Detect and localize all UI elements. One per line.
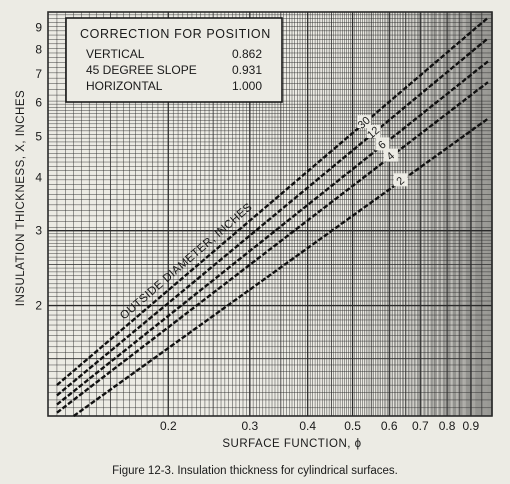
series-label-bg-2 [393, 173, 408, 187]
series-label-bg-4 [383, 148, 398, 162]
y-tick-label: 9 [35, 21, 42, 35]
x-tick-label: 0.4 [299, 419, 316, 433]
x-tick-label: 0.7 [412, 419, 429, 433]
y-tick-label: 2 [35, 299, 42, 313]
series-label-bg-6 [375, 137, 390, 151]
y-tick-label: 6 [35, 96, 42, 110]
x-tick-label: 0.6 [381, 419, 398, 433]
correction-box-frame [65, 17, 283, 103]
correction-row-horizontal-value: 1.000 [232, 79, 262, 93]
correction-heading: CORRECTION FOR POSITION [80, 27, 271, 41]
correction-row-vertical-label: VERTICAL [86, 47, 145, 61]
curve-30 [56, 16, 489, 387]
correction-box: CORRECTION FOR POSITION VERTICAL 0.862 4… [65, 17, 283, 103]
x-tick-label: 0.2 [160, 419, 177, 433]
series-label-bg-30 [357, 115, 372, 129]
x-axis-label: SURFACE FUNCTION, ϕ [222, 438, 361, 450]
curve-2 [73, 117, 489, 417]
curve-6 [56, 60, 489, 406]
x-tick-label: 0.3 [241, 419, 258, 433]
x-tick-label: 0.9 [462, 419, 479, 433]
curve-4 [56, 81, 489, 414]
y-tick-label: 7 [35, 67, 42, 81]
correction-row-horizontal-label: HORIZONTAL [86, 79, 163, 93]
curve-group-label: OUTSIDE DIAMETER, INCHES [118, 201, 255, 322]
x-tick-label: 0.5 [344, 419, 361, 433]
curve-layer [56, 16, 489, 417]
curve-12 [56, 37, 489, 397]
correction-row-vertical-value: 0.862 [232, 47, 262, 61]
series-label-bg-12 [366, 125, 381, 138]
y-tick-label: 8 [35, 43, 42, 57]
y-tick-label: 5 [35, 129, 42, 143]
figure-caption: Figure 12-3. Insulation thickness for cy… [112, 465, 398, 477]
tick-labels: 0.2 0.3 0.4 0.5 0.6 0.7 0.8 0.9 2 3 4 5 6 7 8 9 [35, 21, 479, 433]
correction-row-slope-value: 0.931 [232, 63, 262, 77]
plot-border [47, 11, 493, 417]
correction-row-slope-label: 45 DEGREE SLOPE [86, 63, 197, 77]
y-tick-label: 3 [35, 224, 42, 238]
y-axis-label: INSULATION THICKNESS, X, INCHES [15, 90, 27, 306]
y-tick-label: 4 [35, 171, 42, 185]
x-tick-label: 0.8 [439, 419, 456, 433]
